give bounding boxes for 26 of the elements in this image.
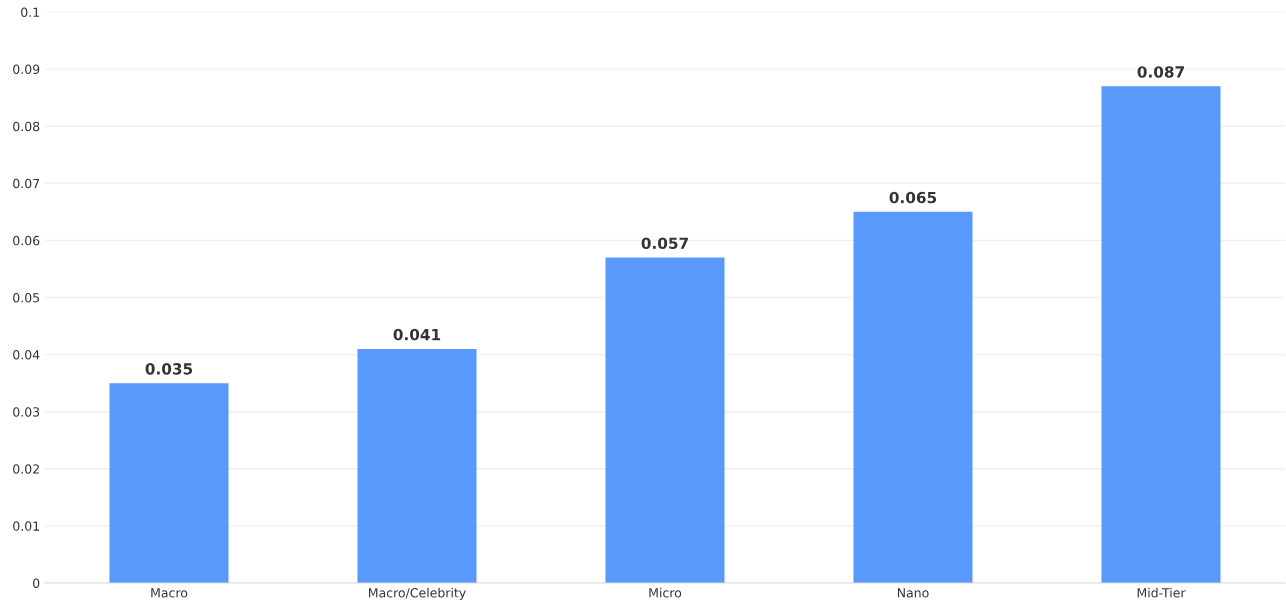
x-tick-label: Micro (649, 587, 682, 598)
y-tick-label: 0.09 (13, 64, 40, 75)
y-tick-label: 0.06 (13, 235, 40, 246)
x-tick-label: Macro/Celebrity (368, 587, 466, 600)
y-tick-label: 0.05 (13, 292, 40, 303)
y-tick-label: 0.01 (13, 521, 39, 531)
x-tick-label: Mid-Tier (1137, 587, 1186, 598)
y-tick-label: 0.1 (21, 7, 39, 17)
x-tick-label: Macro (151, 588, 188, 598)
data-label: 0.065 (889, 191, 937, 204)
y-tick-label: 0.02 (13, 464, 39, 474)
y-tick-label: 0.04 (13, 350, 40, 360)
bar (357, 348, 477, 583)
data-label: 0.057 (641, 237, 688, 250)
data-label: 0.035 (145, 363, 193, 375)
y-tick-label: 0.08 (13, 121, 40, 132)
data-label: 0.041 (393, 328, 441, 341)
data-label: 0.087 (1137, 66, 1184, 78)
y-tick-label: 0 (33, 578, 40, 588)
bar (1101, 86, 1221, 583)
bar (109, 383, 229, 583)
y-tick-label: 0.03 (13, 407, 40, 417)
y-tick-label: 0.07 (13, 178, 40, 189)
bar (853, 211, 973, 583)
x-tick-label: Nano (897, 588, 929, 598)
bar (605, 257, 725, 583)
